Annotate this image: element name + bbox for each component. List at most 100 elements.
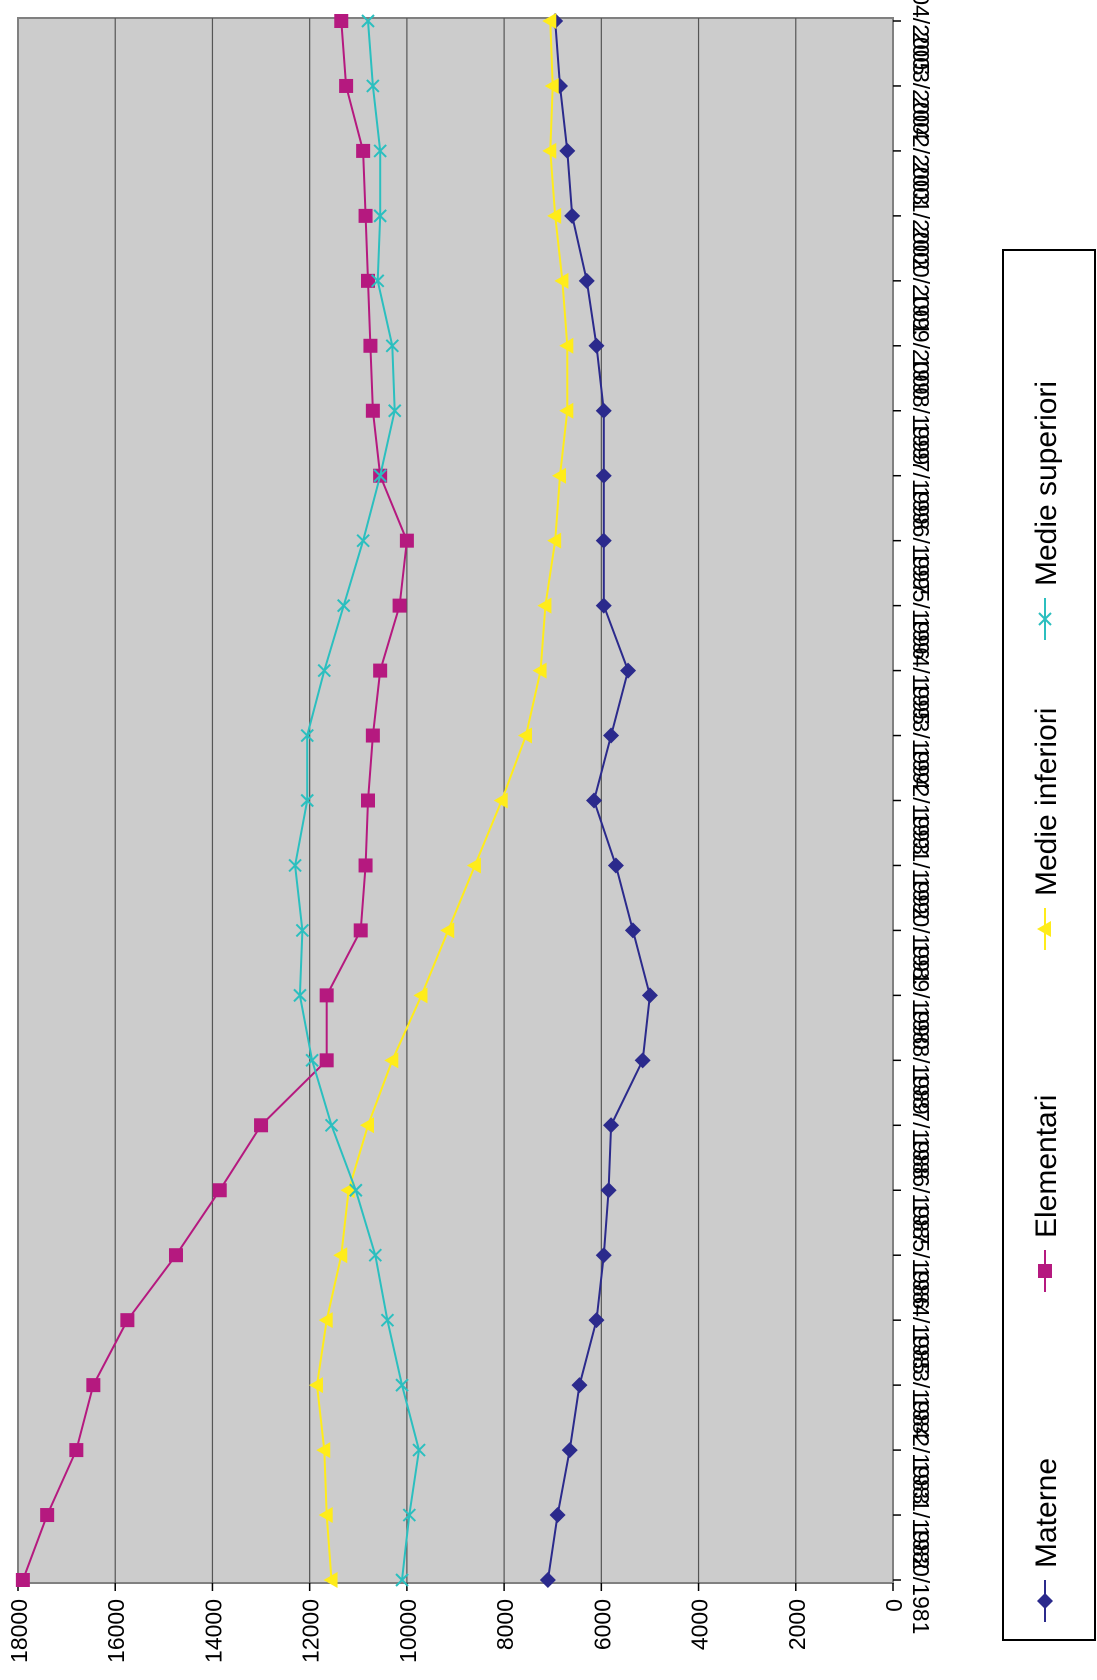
data-point-stroke xyxy=(300,793,314,808)
data-point-stroke xyxy=(373,209,387,223)
value-tick-label: 0 xyxy=(881,1599,907,1612)
category-tick-label: 1990/1991 xyxy=(908,876,934,985)
data-point xyxy=(595,467,612,484)
category-tick-label: 2001/2002 xyxy=(908,162,934,271)
data-point-stroke xyxy=(368,1248,382,1262)
data-point xyxy=(559,142,576,159)
data-point xyxy=(254,1118,269,1133)
category-tick-label: 2000/2001 xyxy=(908,226,934,335)
value-tick-labels: 0 2000 4000 6000 8000 10000 12000 14000 16000 180… xyxy=(6,1599,907,1663)
data-point xyxy=(380,1313,395,1327)
data-point xyxy=(537,597,552,614)
data-point xyxy=(388,404,402,418)
data-point xyxy=(413,987,428,1004)
data-point xyxy=(532,662,547,679)
data-point-stroke xyxy=(412,1443,426,1457)
data-point xyxy=(318,1507,333,1524)
category-tick-label: 1981/1982 xyxy=(908,1461,934,1570)
data-point xyxy=(466,857,481,874)
data-point xyxy=(69,1443,84,1458)
data-point xyxy=(578,272,595,289)
data-point xyxy=(588,1312,605,1329)
category-tick-label: 1987/1988 xyxy=(908,1071,934,1180)
data-point xyxy=(319,1053,334,1068)
legend-entry: Medie inferiori xyxy=(1030,708,1063,950)
data-point xyxy=(440,922,455,939)
data-point xyxy=(373,209,387,223)
data-point xyxy=(373,663,388,678)
category-tick-label: 1998/1999 xyxy=(908,356,934,465)
category-tick-label: 1986/1987 xyxy=(908,1136,934,1245)
data-point xyxy=(412,1443,426,1457)
legend-entry: Medie superiori xyxy=(1030,381,1063,640)
legend-marker xyxy=(1037,1593,1053,1609)
legend: Materne Elementari Medie inferiori Medie su… xyxy=(1002,249,1096,1641)
data-point xyxy=(539,1572,556,1588)
value-tick-label: 6000 xyxy=(589,1599,615,1650)
data-point xyxy=(517,727,532,744)
data-point-stroke xyxy=(371,274,385,288)
data-point xyxy=(607,857,624,874)
value-tick-label: 8000 xyxy=(492,1599,518,1650)
data-point xyxy=(323,1572,338,1588)
data-point xyxy=(319,988,334,1003)
data-point xyxy=(361,273,375,288)
value-tick-label: 10000 xyxy=(395,1599,421,1663)
legend-label: Medie superiori xyxy=(1030,381,1063,586)
data-point xyxy=(120,1313,135,1328)
category-tick-label: 1988/1989 xyxy=(908,1006,934,1115)
data-point xyxy=(542,142,557,159)
data-point-stroke xyxy=(349,1183,363,1197)
data-point-stroke xyxy=(317,663,331,678)
data-point xyxy=(361,793,375,808)
data-point xyxy=(595,532,612,549)
data-point xyxy=(40,1508,55,1523)
data-point xyxy=(547,532,562,549)
legend-label: Elementari xyxy=(1030,1095,1063,1238)
data-point xyxy=(603,1117,620,1134)
data-point xyxy=(402,1508,417,1522)
data-point xyxy=(559,337,574,354)
data-point xyxy=(168,1248,183,1263)
legend-marker xyxy=(1038,612,1052,626)
data-point-stroke xyxy=(373,469,387,483)
data-point xyxy=(365,728,380,743)
data-point xyxy=(293,988,307,1003)
data-point xyxy=(366,79,380,93)
data-point xyxy=(368,1248,382,1262)
data-point xyxy=(493,792,508,809)
category-tick-label: 2003/2004 xyxy=(908,32,934,141)
data-point-stroke xyxy=(336,598,351,613)
legend-label: Materne xyxy=(1030,1458,1063,1568)
data-point xyxy=(15,1573,30,1587)
data-point-stroke xyxy=(361,14,375,28)
category-tick-label: 1993/1994 xyxy=(908,681,934,790)
data-point xyxy=(561,1442,578,1459)
data-point xyxy=(595,597,612,614)
category-tick-label: 1984/1985 xyxy=(908,1266,934,1375)
data-point xyxy=(324,1118,339,1132)
data-point xyxy=(544,77,559,94)
series-elementari xyxy=(15,14,414,1587)
data-point xyxy=(384,1052,399,1069)
data-point xyxy=(317,663,331,678)
data-point xyxy=(349,1183,363,1197)
data-point xyxy=(588,337,605,354)
data-point xyxy=(571,1377,588,1394)
data-point-stroke xyxy=(324,1118,339,1132)
data-point xyxy=(334,14,349,28)
series-medie-superiori xyxy=(288,14,426,1587)
data-point xyxy=(552,467,567,484)
data-point-stroke xyxy=(380,1313,395,1327)
data-point xyxy=(385,339,400,353)
data-point xyxy=(339,78,354,93)
data-point xyxy=(624,922,641,939)
data-point xyxy=(371,274,385,288)
data-point xyxy=(399,533,414,548)
data-point-stroke xyxy=(293,988,307,1003)
data-point xyxy=(300,793,314,808)
value-tick-label: 2000 xyxy=(784,1599,810,1650)
category-tick-label: 1983/1984 xyxy=(908,1331,934,1440)
legend-marker xyxy=(1038,1264,1052,1278)
data-point xyxy=(620,662,637,679)
